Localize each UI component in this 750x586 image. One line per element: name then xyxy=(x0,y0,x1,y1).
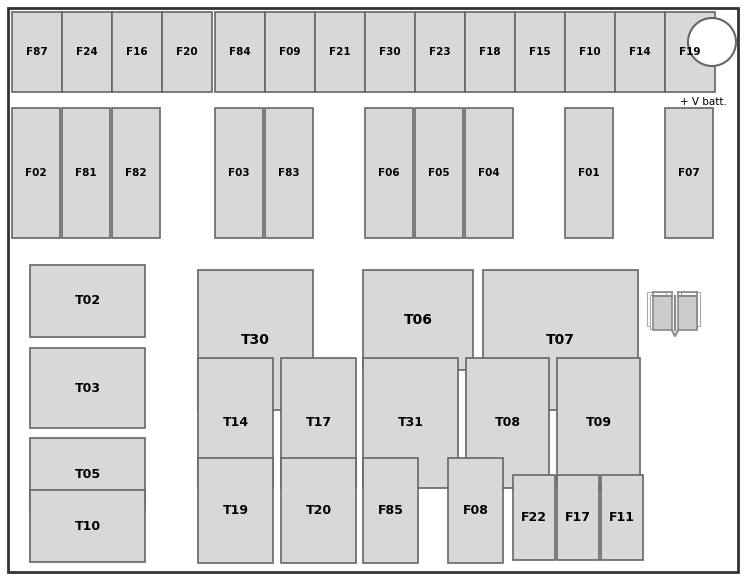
Bar xyxy=(198,358,273,488)
Text: F30: F30 xyxy=(380,47,400,57)
Text: + V batt.: + V batt. xyxy=(680,97,727,107)
Bar xyxy=(465,108,513,238)
Text: F05: F05 xyxy=(428,168,450,178)
Bar xyxy=(647,292,666,326)
Bar xyxy=(30,438,145,510)
Bar xyxy=(415,108,463,238)
Bar xyxy=(365,108,413,238)
Bar xyxy=(265,12,315,92)
Text: T09: T09 xyxy=(586,417,611,430)
Text: F84: F84 xyxy=(230,47,251,57)
Text: F08: F08 xyxy=(463,504,488,517)
Bar xyxy=(265,108,313,238)
Bar xyxy=(281,458,356,563)
Bar xyxy=(681,292,700,326)
Bar xyxy=(62,12,112,92)
Text: F07: F07 xyxy=(678,168,700,178)
Text: T31: T31 xyxy=(398,417,424,430)
Text: F02: F02 xyxy=(26,168,46,178)
Bar xyxy=(615,12,665,92)
Text: T06: T06 xyxy=(404,313,433,327)
Bar xyxy=(513,475,555,560)
Bar xyxy=(363,458,418,563)
Text: F15: F15 xyxy=(530,47,550,57)
Bar xyxy=(653,296,672,330)
Text: F87: F87 xyxy=(26,47,48,57)
Text: F22: F22 xyxy=(521,511,547,524)
Bar xyxy=(601,475,643,560)
Bar xyxy=(215,108,263,238)
Text: F21: F21 xyxy=(329,47,351,57)
Bar xyxy=(515,12,565,92)
Bar xyxy=(162,12,212,92)
Bar xyxy=(363,270,473,370)
Text: F11: F11 xyxy=(609,511,635,524)
Text: T03: T03 xyxy=(74,381,100,394)
Text: F23: F23 xyxy=(429,47,451,57)
Bar xyxy=(30,348,145,428)
Text: F09: F09 xyxy=(279,47,301,57)
Text: T30: T30 xyxy=(241,333,270,347)
Text: F81: F81 xyxy=(75,168,97,178)
Text: F16: F16 xyxy=(126,47,148,57)
Bar xyxy=(12,12,62,92)
Bar xyxy=(363,358,458,488)
Bar xyxy=(198,458,273,563)
Bar xyxy=(62,108,110,238)
Text: T17: T17 xyxy=(305,417,332,430)
Bar xyxy=(281,358,356,488)
Bar xyxy=(465,12,515,92)
Text: F10: F10 xyxy=(579,47,601,57)
Bar xyxy=(448,458,503,563)
Text: F18: F18 xyxy=(479,47,501,57)
Bar xyxy=(557,358,640,488)
Bar xyxy=(112,12,162,92)
Bar xyxy=(12,108,60,238)
Bar xyxy=(112,108,160,238)
Text: F24: F24 xyxy=(76,47,98,57)
Text: F83: F83 xyxy=(278,168,300,178)
Text: F85: F85 xyxy=(377,504,404,517)
Text: F17: F17 xyxy=(565,511,591,524)
Bar xyxy=(30,490,145,562)
Bar xyxy=(415,12,465,92)
Text: F03: F03 xyxy=(228,168,250,178)
Bar xyxy=(30,265,145,337)
Bar xyxy=(665,12,715,92)
Text: F14: F14 xyxy=(629,47,651,57)
Text: T08: T08 xyxy=(494,417,520,430)
Text: F82: F82 xyxy=(125,168,147,178)
Bar xyxy=(678,295,698,329)
Text: T10: T10 xyxy=(74,520,100,533)
Text: T19: T19 xyxy=(223,504,248,517)
Text: T14: T14 xyxy=(223,417,248,430)
Text: F01: F01 xyxy=(578,168,600,178)
Bar xyxy=(678,296,697,330)
Bar xyxy=(565,12,615,92)
Text: T02: T02 xyxy=(74,295,100,308)
Bar xyxy=(365,12,415,92)
Text: F20: F20 xyxy=(176,47,198,57)
Bar xyxy=(565,108,613,238)
Text: T20: T20 xyxy=(305,504,332,517)
Bar xyxy=(650,295,669,329)
Text: F19: F19 xyxy=(680,47,700,57)
Text: F06: F06 xyxy=(378,168,400,178)
Bar xyxy=(665,108,713,238)
Bar xyxy=(215,12,265,92)
Text: F04: F04 xyxy=(478,168,500,178)
Circle shape xyxy=(688,18,736,66)
Text: T07: T07 xyxy=(546,333,575,347)
Bar xyxy=(483,270,638,410)
Bar xyxy=(466,358,549,488)
Bar xyxy=(198,270,313,410)
Text: T05: T05 xyxy=(74,468,100,481)
Bar xyxy=(315,12,365,92)
Bar xyxy=(557,475,599,560)
